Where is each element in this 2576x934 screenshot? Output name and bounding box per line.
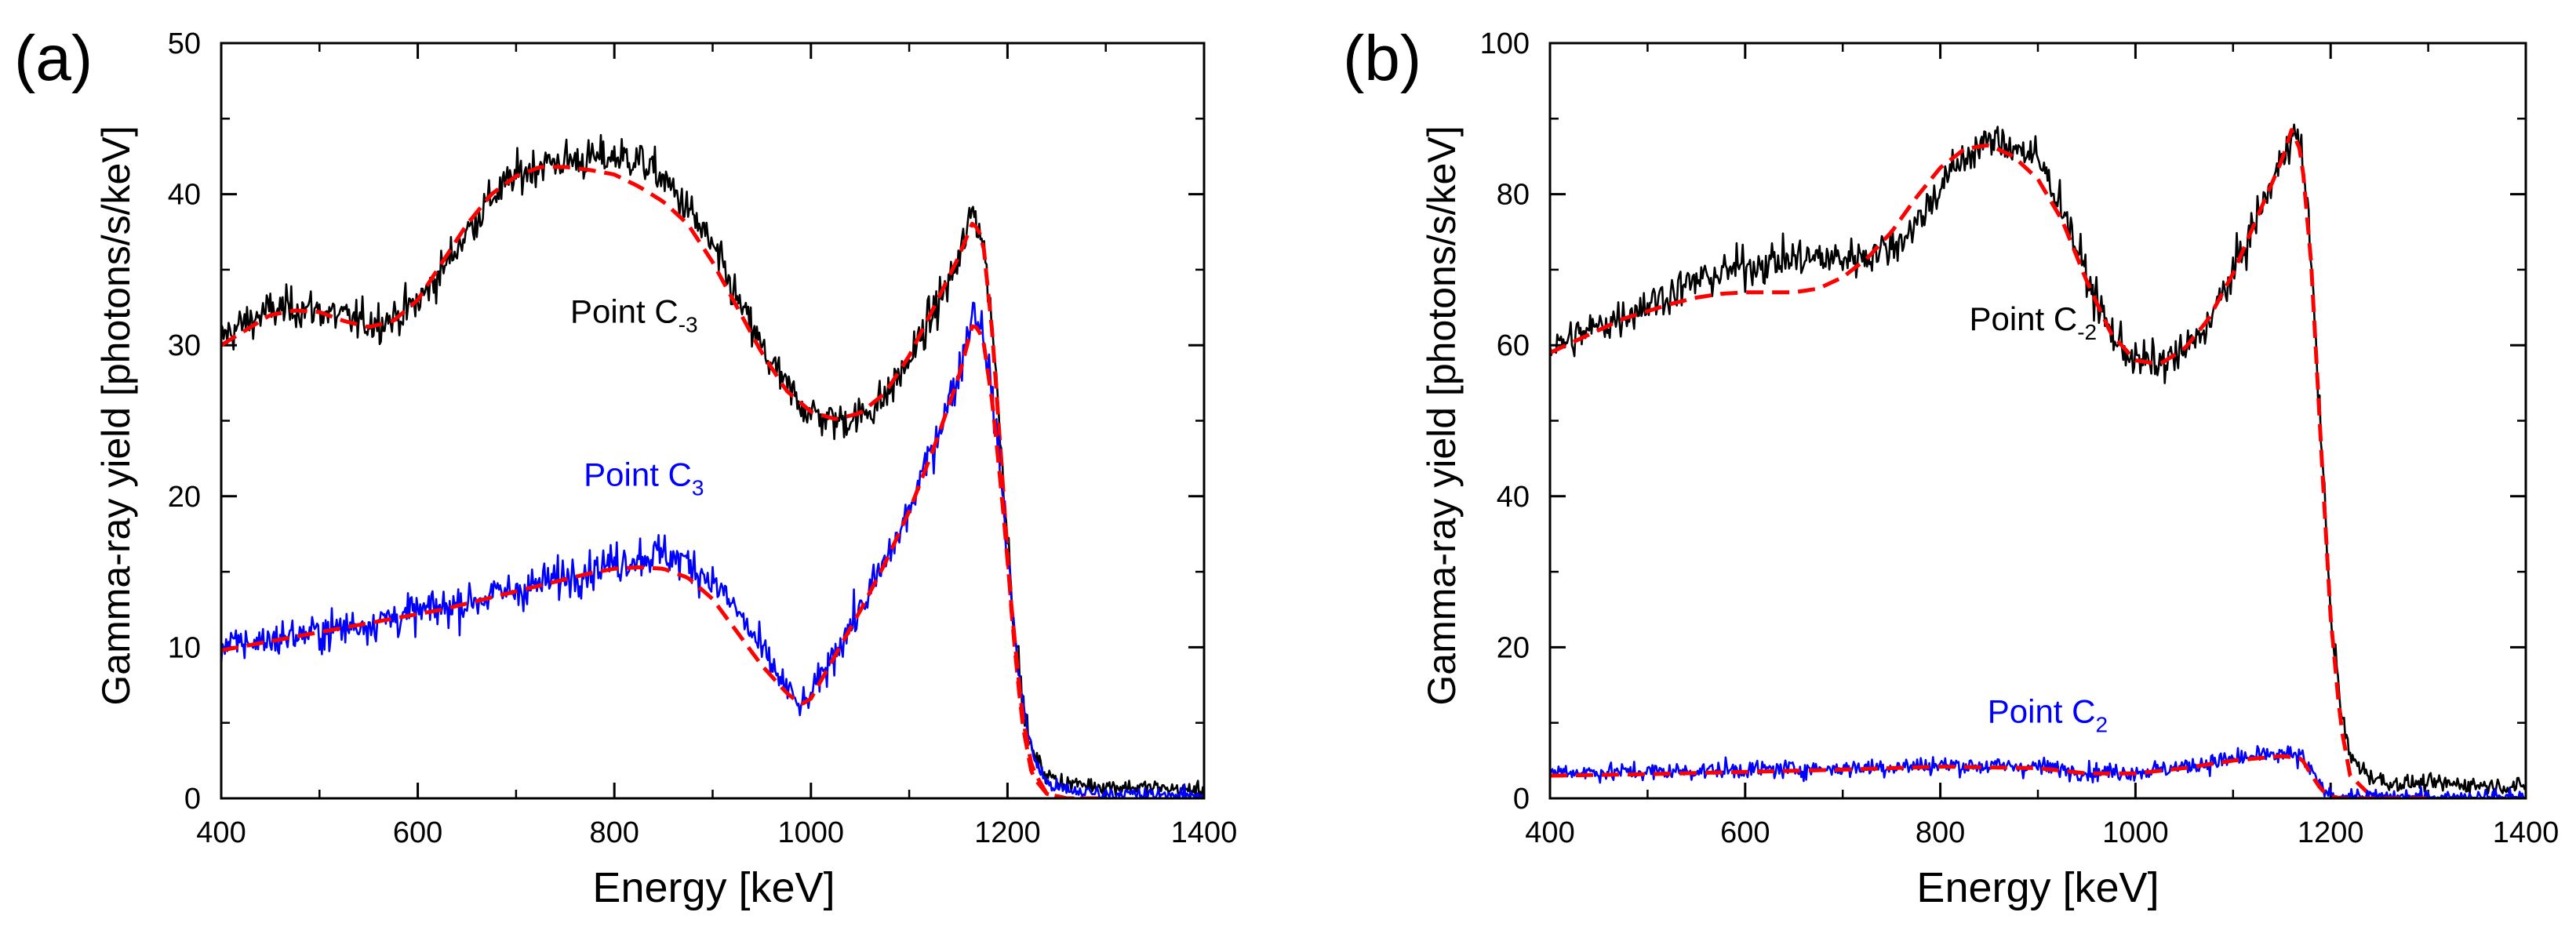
x-tick-label: 1400 xyxy=(1171,816,1238,849)
x-tick-label: 800 xyxy=(589,816,639,849)
panel-b: (b) Gamma-ray yield [photons/s/keV] Ener… xyxy=(1343,23,2559,911)
y-tick-label: 80 xyxy=(1497,179,1530,212)
series-group xyxy=(1550,123,2526,798)
x-tick-label: 1200 xyxy=(974,816,1041,849)
point-label-prefix: Point C xyxy=(1969,300,2077,337)
point-label-subscript: -2 xyxy=(2077,320,2097,344)
y-tick-label: 30 xyxy=(168,329,201,362)
point-label-subscript: 2 xyxy=(2095,713,2108,737)
plot-area xyxy=(1548,42,2527,800)
point-label-c-minus-2: Point C-2 xyxy=(1969,300,2097,344)
point-label-subscript: 3 xyxy=(692,475,704,500)
panel-label: (b) xyxy=(1343,23,1421,94)
y-axis-label: Gamma-ray yield [photons/s/keV] xyxy=(94,125,138,705)
x-tick-label: 400 xyxy=(1525,816,1574,849)
series-line xyxy=(1550,123,2526,795)
panel-label: (a) xyxy=(14,23,93,94)
y-tick-label: 50 xyxy=(168,27,201,60)
x-tick-label: 600 xyxy=(393,816,442,849)
x-axis-label: Energy [keV] xyxy=(592,864,835,911)
x-axis-label: Energy [keV] xyxy=(1916,864,2159,911)
plot-frame xyxy=(1548,42,2527,800)
plot-frame xyxy=(220,42,1206,800)
series-line xyxy=(1550,754,2429,798)
point-label-prefix: Point C xyxy=(1988,693,2096,730)
point-label-prefix: Point C xyxy=(570,293,679,329)
point-label-subscript: -3 xyxy=(679,312,698,336)
y-tick-label: 20 xyxy=(1497,631,1530,664)
plot-area xyxy=(220,42,1206,800)
series-line xyxy=(1550,128,2429,798)
y-tick-label: 10 xyxy=(168,631,201,664)
series-line xyxy=(221,301,1204,798)
panel-a: (a) Gamma-ray yield [photons/s/keV] Ener… xyxy=(14,23,1237,911)
x-tick-label: 1000 xyxy=(2102,816,2169,849)
x-tick-label: 1200 xyxy=(2298,816,2364,849)
x-tick-label: 800 xyxy=(1916,816,1965,849)
y-tick-label: 0 xyxy=(1513,783,1530,816)
y-axis-label: Gamma-ray yield [photons/s/keV] xyxy=(1420,125,1464,705)
point-label-prefix: Point C xyxy=(584,456,692,492)
y-tick-label: 60 xyxy=(1497,329,1530,362)
y-tick-label: 0 xyxy=(184,783,201,816)
point-label-c-minus-3: Point C-3 xyxy=(570,293,698,336)
series-group xyxy=(221,133,1204,798)
y-tick-label: 20 xyxy=(168,481,201,514)
y-tick-label: 40 xyxy=(168,179,201,212)
series-line xyxy=(221,324,1106,798)
x-tick-label: 600 xyxy=(1720,816,1770,849)
y-tick-label: 40 xyxy=(1497,481,1530,514)
x-tick-label: 400 xyxy=(196,816,246,849)
x-tick-label: 1400 xyxy=(2493,816,2560,849)
axis-ticks: 400 600 800 1000 1200 1400 0 20 40 60 80 100 xyxy=(1480,27,2560,849)
series-line xyxy=(221,165,1106,798)
point-label-c2: Point C2 xyxy=(1988,693,2108,737)
y-tick-label: 100 xyxy=(1480,27,1530,60)
axis-ticks: 400 600 800 1000 1200 1400 0 10 20 30 40 50 xyxy=(168,27,1238,849)
series-line xyxy=(221,133,1204,798)
point-label-c3: Point C3 xyxy=(584,456,704,500)
x-tick-label: 1000 xyxy=(778,816,845,849)
